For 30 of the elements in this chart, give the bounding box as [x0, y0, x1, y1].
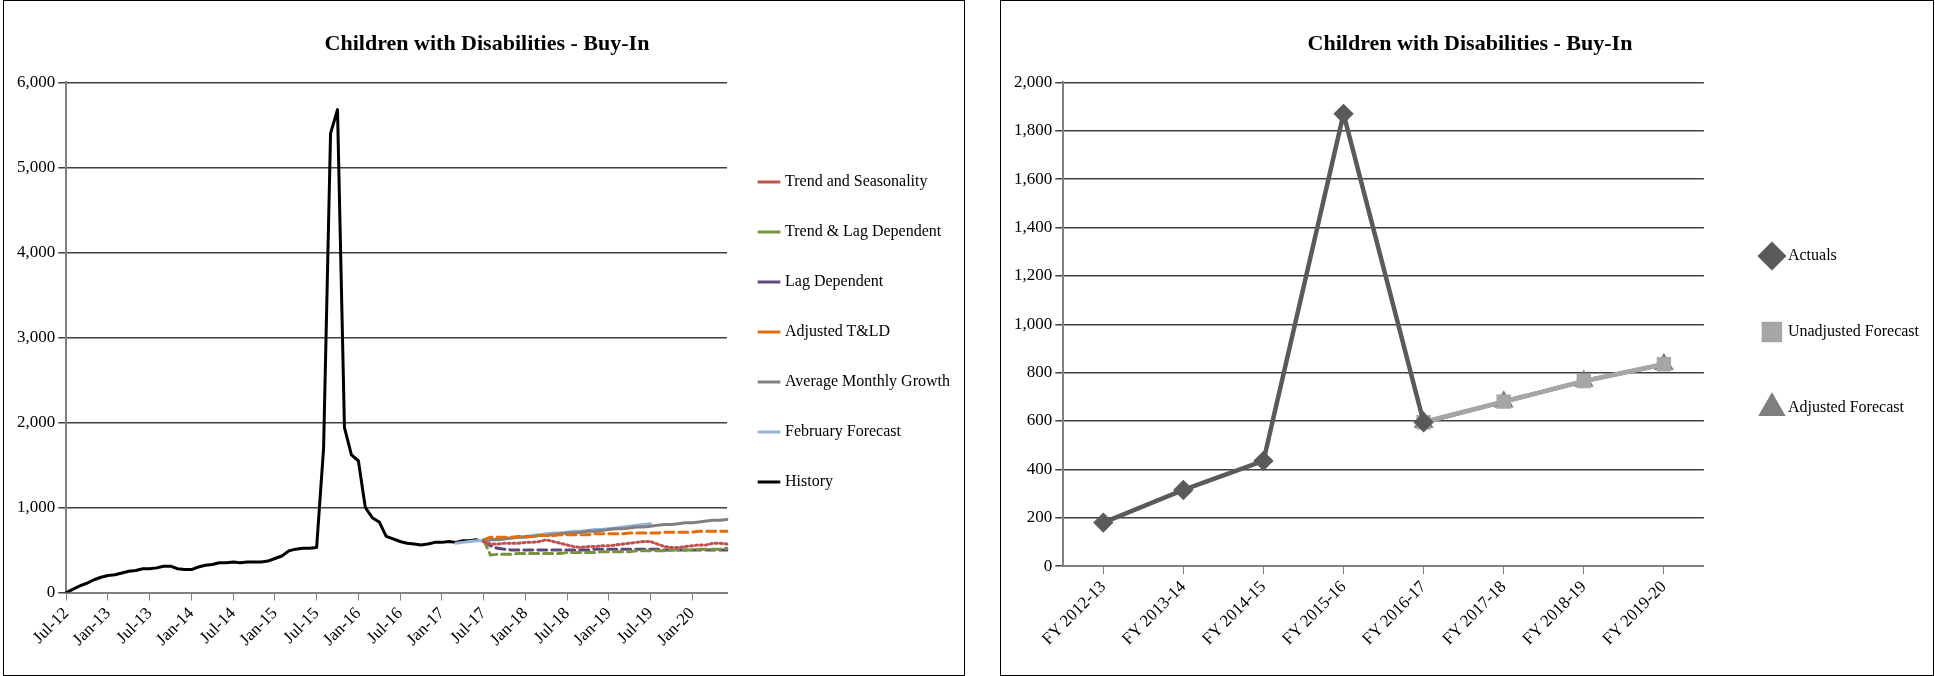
y-tick-label: 2,000	[1014, 71, 1053, 91]
y-tick-label: 1,000	[1014, 313, 1053, 333]
y-tick-label: 1,600	[1014, 168, 1053, 188]
y-tick-label: 0	[1043, 555, 1053, 575]
y-tick-label: 1,800	[1014, 120, 1053, 140]
y-tick-label: 1,400	[1014, 216, 1053, 236]
y-tick-label: 6,000	[17, 71, 56, 91]
y-tick-label: 2,000	[17, 411, 56, 431]
legend-label: February Forecast	[785, 422, 902, 441]
y-tick-label: 600	[1026, 410, 1053, 430]
y-tick-label: 400	[1026, 458, 1053, 478]
y-tick-label: 5,000	[17, 156, 56, 176]
legend-label: Adjusted Forecast	[1787, 398, 1905, 417]
legend-label: Trend and Seasonality	[785, 172, 928, 191]
y-tick-label: 200	[1026, 507, 1053, 527]
y-tick-label: 1,000	[17, 496, 56, 516]
y-tick-label: 3,000	[17, 326, 56, 346]
y-tick-label: 1,200	[1014, 265, 1053, 285]
chart-title: Children with Disabilities - Buy-In	[324, 29, 650, 55]
chart-title: Children with Disabilities - Buy-In	[1307, 29, 1633, 55]
legend-label: Lag Dependent	[785, 272, 884, 291]
legend-label: History	[785, 472, 833, 491]
legend-label: Trend & Lag Dependent	[785, 222, 942, 241]
legend-label: Actuals	[1787, 246, 1837, 264]
legend-label: Adjusted T&LD	[785, 322, 891, 341]
y-tick-label: 800	[1026, 362, 1053, 382]
y-tick-label: 0	[46, 582, 56, 601]
legend-label: Unadjusted Forecast	[1787, 322, 1920, 341]
y-tick-label: 4,000	[17, 241, 56, 261]
legend-label: Average Monthly Growth	[785, 372, 950, 391]
